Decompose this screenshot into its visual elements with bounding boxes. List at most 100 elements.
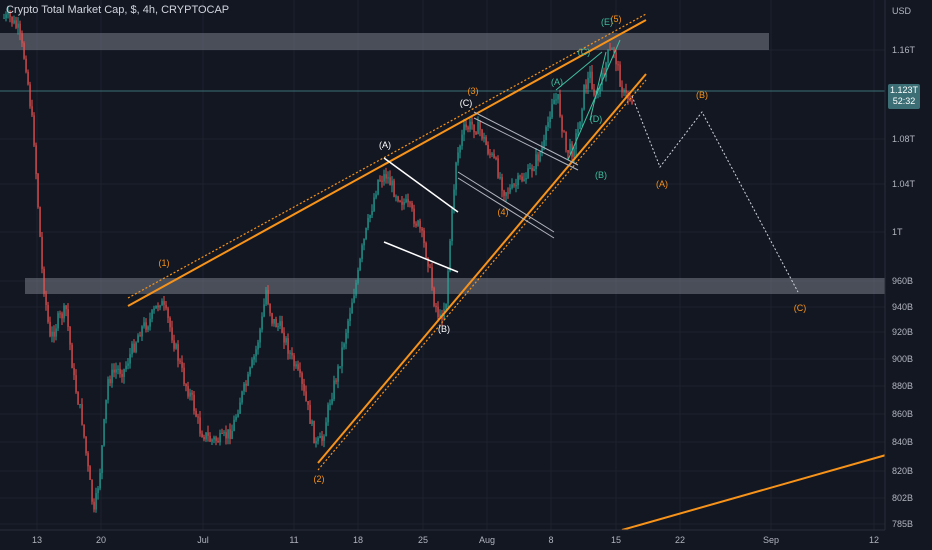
candle-body bbox=[227, 429, 229, 439]
candle-body bbox=[379, 179, 381, 181]
candle-body bbox=[17, 23, 19, 28]
candle-body bbox=[127, 363, 129, 366]
wedge-upper-dotted bbox=[127, 13, 647, 299]
wedge-lower-line bbox=[317, 73, 647, 464]
candle-body bbox=[255, 349, 257, 357]
candle-body bbox=[141, 326, 143, 337]
candle-body bbox=[113, 369, 115, 373]
candle-body bbox=[369, 215, 371, 218]
candle-body bbox=[93, 501, 95, 510]
candle-body bbox=[251, 359, 253, 368]
candle-body bbox=[181, 361, 183, 368]
candle-body bbox=[295, 364, 297, 367]
candle-body bbox=[527, 168, 529, 179]
projection-label-c: (C) bbox=[794, 303, 807, 313]
white-label-c: (C) bbox=[460, 98, 473, 108]
candle-body bbox=[483, 137, 485, 139]
candle-body bbox=[619, 64, 621, 87]
candle-body bbox=[9, 12, 11, 17]
candle-body bbox=[257, 342, 259, 350]
candle-body bbox=[551, 104, 553, 118]
candle-body bbox=[85, 436, 87, 454]
candle-body bbox=[137, 335, 139, 343]
candle-body bbox=[603, 73, 605, 78]
candle-body bbox=[609, 49, 611, 51]
y-tick-label: 1.08T bbox=[892, 134, 916, 144]
candle-body bbox=[317, 438, 319, 442]
candle-body bbox=[433, 287, 435, 306]
candle-body bbox=[97, 488, 99, 494]
y-tick-label: 1.16T bbox=[892, 45, 916, 55]
candle-body bbox=[303, 384, 305, 392]
candle-body bbox=[265, 289, 267, 305]
candle-body bbox=[371, 211, 373, 216]
candle-body bbox=[47, 304, 49, 322]
candle-body bbox=[429, 266, 431, 268]
candle-body bbox=[249, 367, 251, 375]
candle-body bbox=[107, 379, 109, 400]
candle-body bbox=[277, 326, 279, 328]
candle-body bbox=[547, 122, 549, 127]
candle-body bbox=[625, 90, 627, 93]
candle-body bbox=[77, 392, 79, 405]
candle-body bbox=[555, 99, 557, 101]
candle-body bbox=[611, 48, 613, 50]
candle-body bbox=[5, 14, 7, 18]
candle-body bbox=[83, 424, 85, 437]
candle-body bbox=[503, 190, 505, 196]
candle-body bbox=[461, 134, 463, 146]
candle-body bbox=[115, 369, 117, 373]
candle-body bbox=[533, 169, 535, 171]
candle-body bbox=[165, 304, 167, 309]
candle-body bbox=[287, 338, 289, 354]
candle-body bbox=[279, 321, 281, 326]
wave-label-5: (5) bbox=[611, 14, 622, 24]
candle-body bbox=[531, 167, 533, 171]
candle-body bbox=[521, 176, 523, 181]
candle-body bbox=[159, 305, 161, 308]
candle-body bbox=[215, 437, 217, 441]
candle-body bbox=[281, 321, 283, 333]
candle-body bbox=[179, 360, 181, 362]
y-tick-label: 1.04T bbox=[892, 179, 916, 189]
x-tick-label: 25 bbox=[418, 535, 428, 545]
candle-body bbox=[147, 326, 149, 330]
candle-body bbox=[59, 313, 61, 315]
candle-body bbox=[131, 343, 133, 355]
candle-body bbox=[191, 392, 193, 395]
candle-body bbox=[519, 175, 521, 177]
candle-body bbox=[177, 344, 179, 361]
projection-label-a: (A) bbox=[656, 179, 668, 189]
candle-body bbox=[105, 399, 107, 420]
candle-body bbox=[499, 177, 501, 179]
chart-title: Crypto Total Market Cap, $, 4h, CRYPTOCA… bbox=[6, 4, 230, 16]
candle-body bbox=[459, 145, 461, 153]
candle-body bbox=[341, 347, 343, 367]
candle-body bbox=[283, 332, 285, 343]
candle-body bbox=[553, 100, 555, 105]
candle-body bbox=[401, 201, 403, 205]
candle-body bbox=[471, 121, 473, 125]
candle-body bbox=[515, 185, 517, 187]
candle-body bbox=[559, 94, 561, 117]
candle-body bbox=[615, 52, 617, 65]
candle-body bbox=[13, 20, 15, 24]
candle-body bbox=[41, 236, 43, 269]
candle-body bbox=[163, 301, 165, 305]
candle-body bbox=[403, 202, 405, 205]
candle-body bbox=[117, 368, 119, 370]
candle-body bbox=[195, 410, 197, 417]
support-zone bbox=[25, 278, 885, 294]
candle-body bbox=[65, 305, 67, 310]
candle-body bbox=[11, 16, 13, 24]
candle-body bbox=[201, 433, 203, 438]
candle-body bbox=[155, 305, 157, 309]
candle-body bbox=[495, 157, 497, 159]
candle-body bbox=[385, 174, 387, 179]
candle-body bbox=[569, 143, 571, 153]
candle-body bbox=[467, 127, 469, 130]
y-tick-label: 880B bbox=[892, 381, 913, 391]
candle-body bbox=[327, 404, 329, 423]
candle-body bbox=[213, 437, 215, 440]
